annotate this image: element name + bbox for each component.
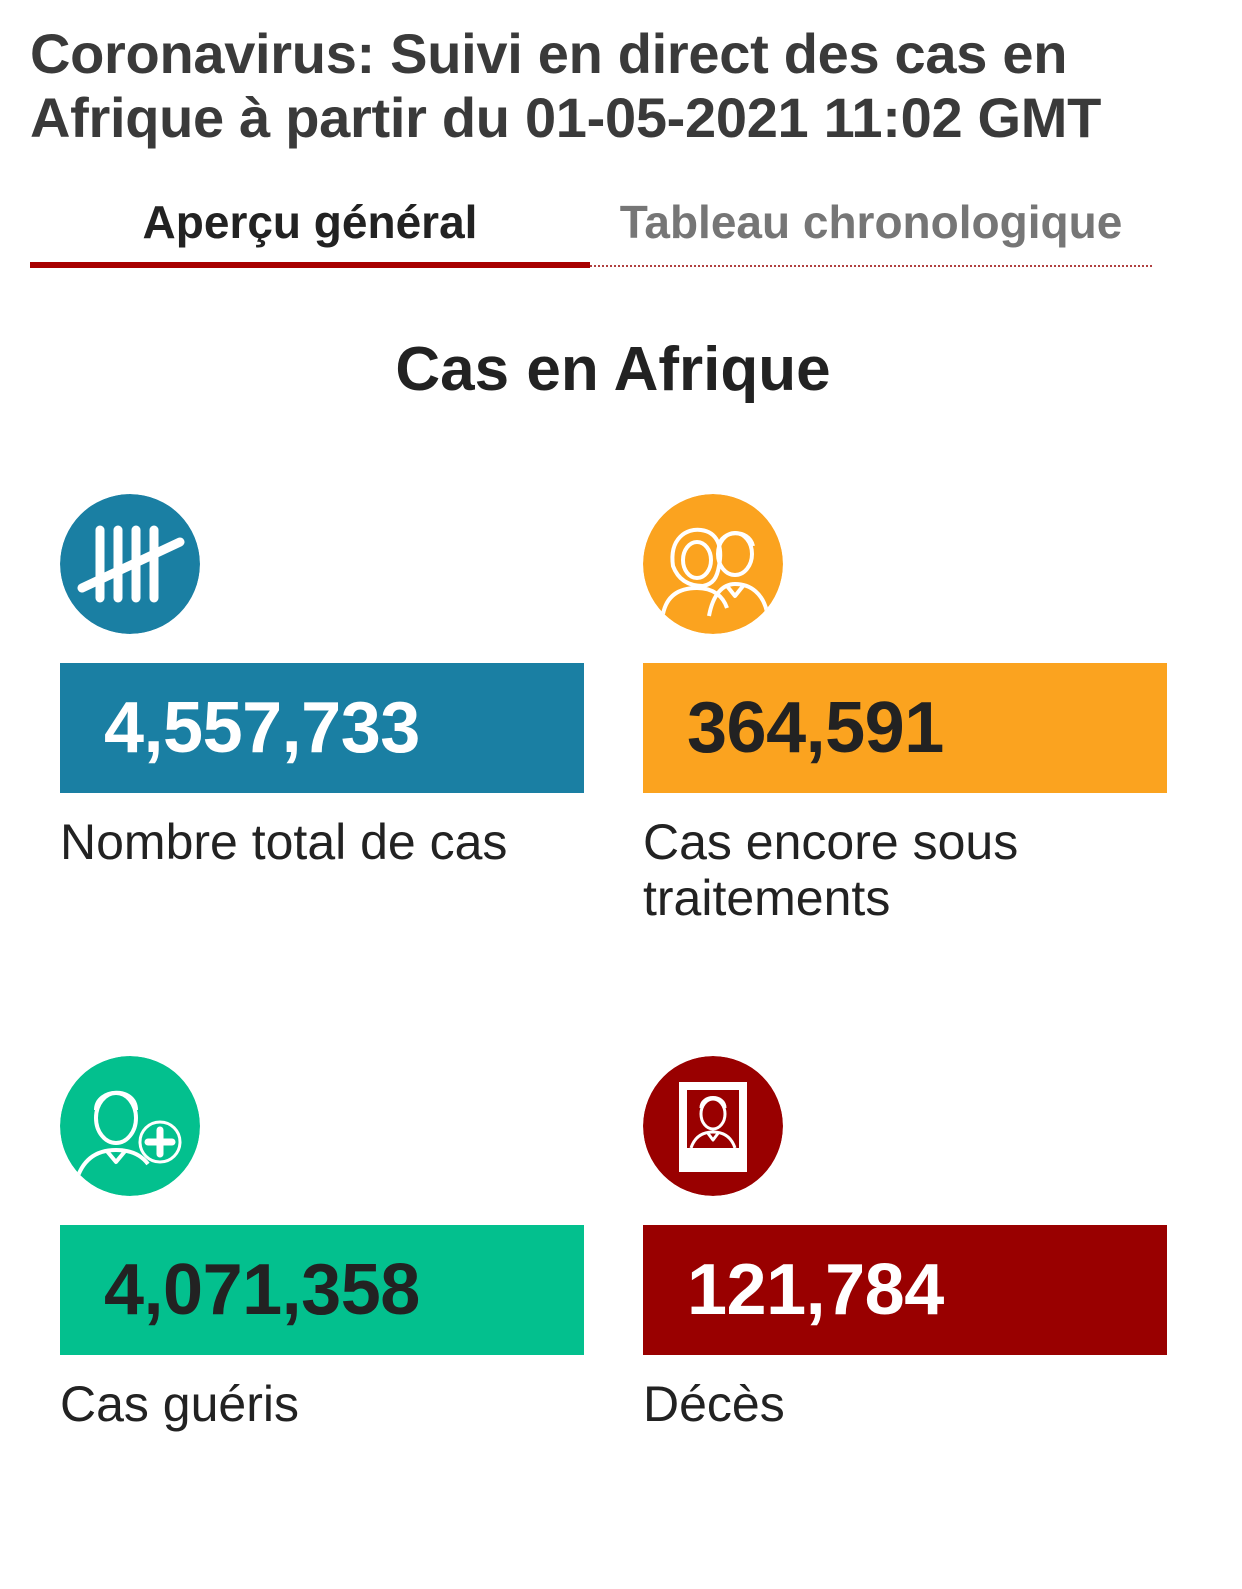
total-cases-label: Nombre total de cas: [60, 814, 508, 870]
portrait-frame-icon: [643, 1056, 783, 1196]
tab-timeline[interactable]: Tableau chronologique: [619, 196, 1123, 248]
active-cases-label: Cas encore sous traitements: [643, 814, 1019, 926]
total-cases-value: 4,557,733: [60, 663, 584, 793]
active-cases-value: 364,591: [643, 663, 1167, 793]
recovered-value: 4,071,358: [60, 1225, 584, 1355]
tally-marks-icon: [60, 494, 200, 634]
people-icon: [643, 494, 783, 634]
inactive-tab-indicator: [590, 265, 1152, 267]
section-title: Cas en Afrique: [395, 335, 831, 404]
tab-overview[interactable]: Aperçu général: [142, 196, 478, 248]
recovered-label: Cas guéris: [60, 1376, 299, 1432]
person-plus-icon: [60, 1056, 200, 1196]
deaths-label: Décès: [643, 1376, 785, 1432]
active-tab-indicator: [30, 262, 590, 268]
deaths-value: 121,784: [643, 1225, 1167, 1355]
tab-bar: Aperçu général Tableau chronologique: [30, 180, 1152, 272]
page-title: Coronavirus: Suivi en direct des cas en …: [30, 22, 1102, 149]
